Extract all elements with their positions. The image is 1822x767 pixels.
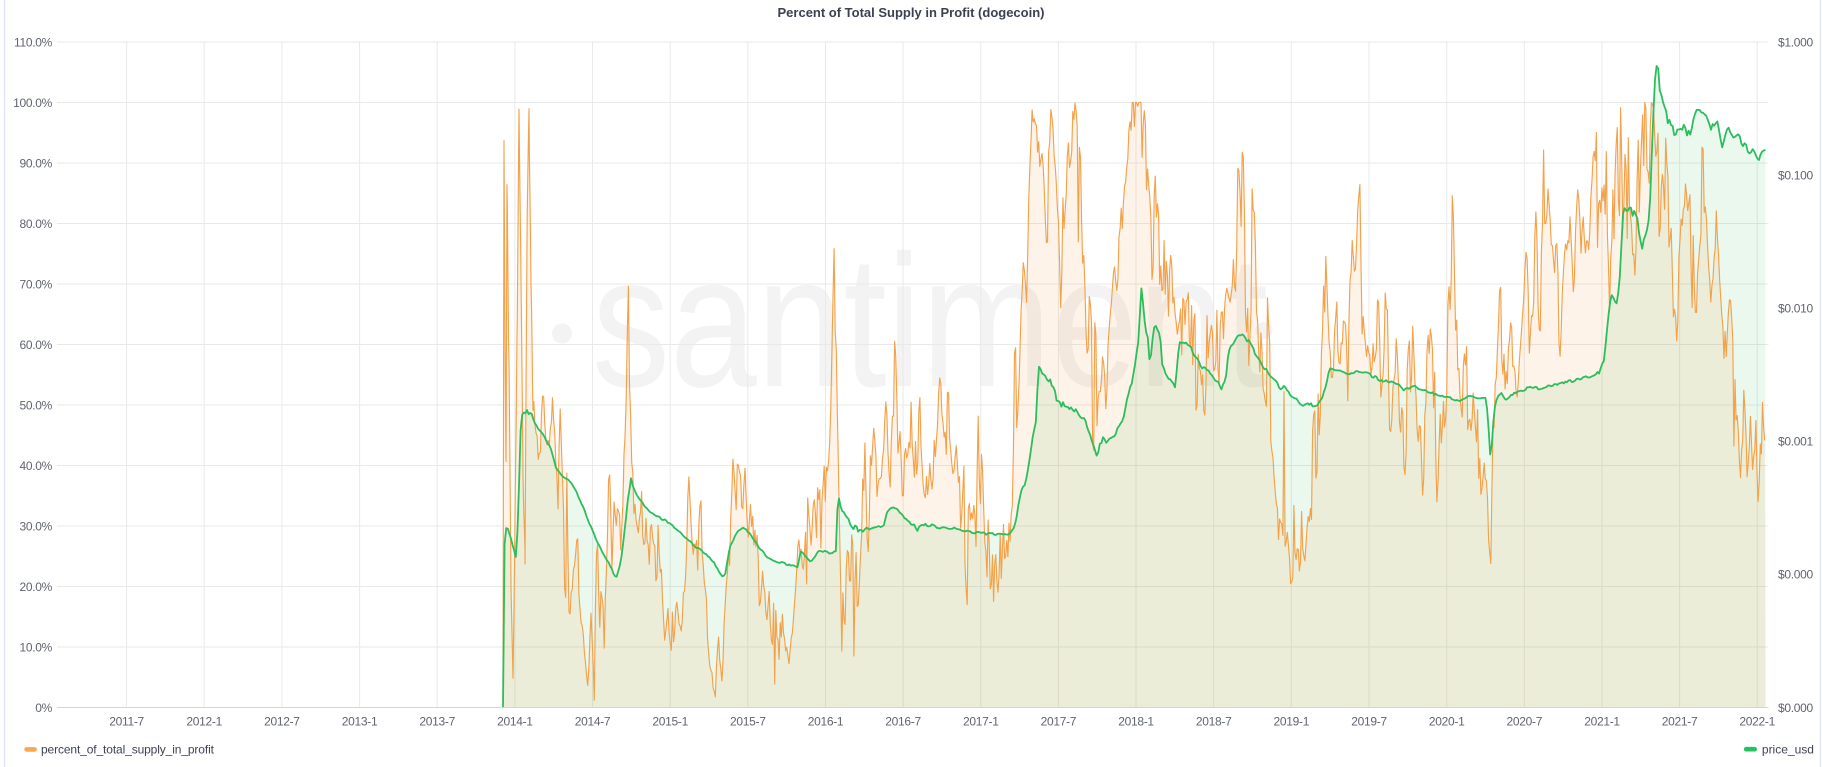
svg-text:90.0%: 90.0%: [19, 156, 52, 170]
svg-text:50.0%: 50.0%: [19, 398, 52, 412]
svg-text:2019-7: 2019-7: [1351, 715, 1387, 729]
svg-text:100.0%: 100.0%: [13, 96, 53, 110]
svg-text:2019-1: 2019-1: [1274, 715, 1310, 729]
svg-text:2011-7: 2011-7: [109, 715, 144, 729]
svg-text:$0.000: $0.000: [1778, 701, 1814, 715]
svg-text:20.0%: 20.0%: [19, 580, 52, 594]
svg-text:60.0%: 60.0%: [19, 338, 52, 352]
svg-text:$0.100: $0.100: [1778, 168, 1814, 182]
svg-text:2016-7: 2016-7: [885, 715, 921, 729]
svg-text:$1.000: $1.000: [1778, 35, 1814, 49]
svg-text:2016-1: 2016-1: [808, 715, 844, 729]
svg-text:$0.001: $0.001: [1778, 435, 1814, 449]
svg-text:2017-7: 2017-7: [1041, 715, 1077, 729]
svg-text:80.0%: 80.0%: [19, 217, 52, 231]
svg-text:2012-7: 2012-7: [264, 715, 300, 729]
svg-text:2021-7: 2021-7: [1662, 715, 1698, 729]
svg-text:2013-1: 2013-1: [342, 715, 378, 729]
svg-text:percent_of_total_supply_in_pro: percent_of_total_supply_in_profit: [41, 743, 215, 757]
svg-text:2014-1: 2014-1: [497, 715, 533, 729]
svg-text:2012-1: 2012-1: [186, 715, 222, 729]
svg-text:2013-7: 2013-7: [419, 715, 455, 729]
svg-text:2022-1: 2022-1: [1739, 715, 1775, 729]
svg-text:0%: 0%: [35, 701, 52, 715]
svg-text:price_usd: price_usd: [1762, 743, 1814, 757]
svg-text:2014-7: 2014-7: [575, 715, 611, 729]
svg-text:10.0%: 10.0%: [19, 640, 52, 654]
svg-text:Percent of Total Supply in Pro: Percent of Total Supply in Profit (dogec…: [778, 5, 1045, 20]
svg-text:$0.010: $0.010: [1778, 302, 1814, 316]
svg-text:santiment: santiment: [592, 216, 1268, 426]
svg-text:2017-1: 2017-1: [963, 715, 999, 729]
svg-text:70.0%: 70.0%: [19, 277, 52, 291]
svg-text:2021-1: 2021-1: [1584, 715, 1620, 729]
svg-text:$0.000: $0.000: [1778, 568, 1814, 582]
svg-text:110.0%: 110.0%: [14, 35, 53, 49]
svg-text:2018-1: 2018-1: [1118, 715, 1154, 729]
svg-text:2015-7: 2015-7: [730, 715, 766, 729]
svg-text:2020-1: 2020-1: [1429, 715, 1465, 729]
svg-text:2020-7: 2020-7: [1507, 715, 1543, 729]
svg-text:2015-1: 2015-1: [652, 715, 688, 729]
svg-text:2018-7: 2018-7: [1196, 715, 1232, 729]
svg-text:40.0%: 40.0%: [19, 459, 52, 473]
svg-text:30.0%: 30.0%: [19, 519, 52, 533]
